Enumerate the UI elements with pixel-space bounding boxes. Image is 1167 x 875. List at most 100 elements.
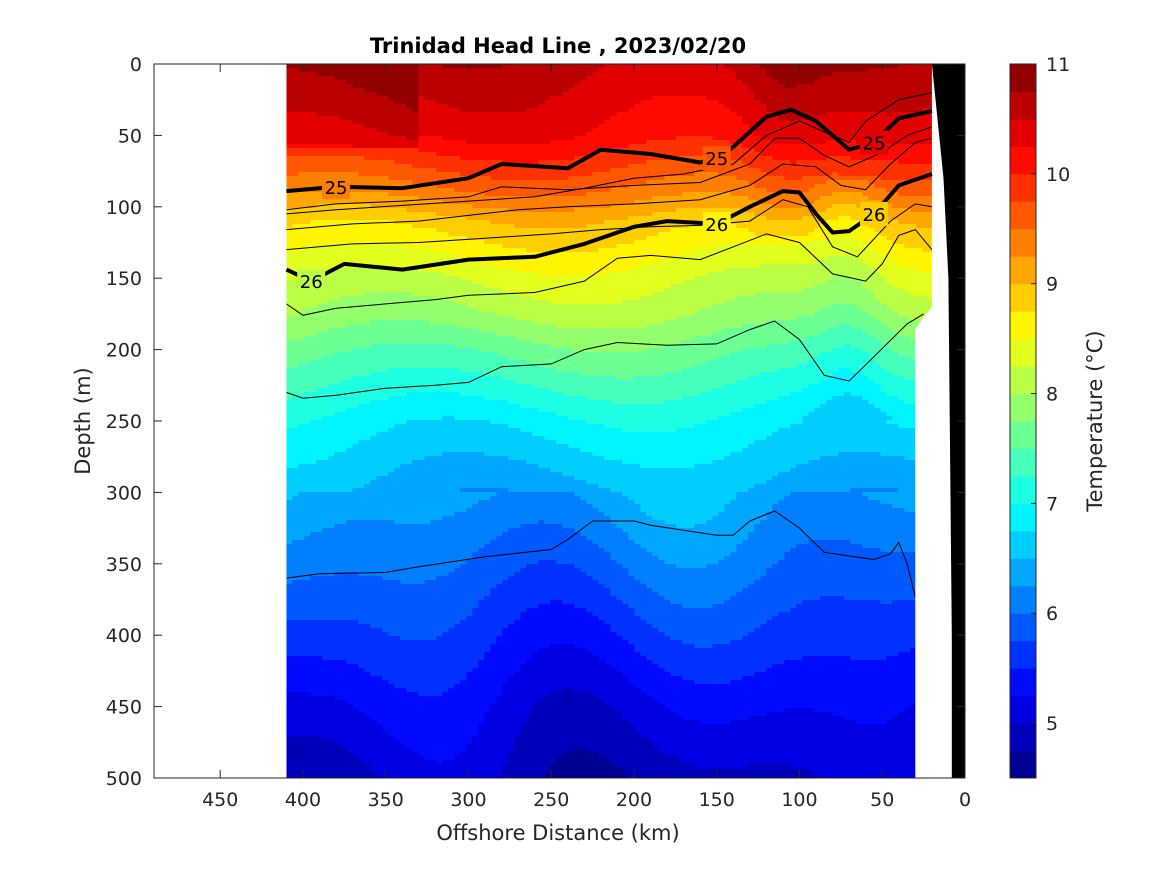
field-cell [352, 224, 359, 229]
field-cell [616, 100, 623, 105]
field-cell [304, 168, 311, 173]
field-cell [916, 244, 923, 249]
field-cell [910, 196, 917, 201]
field-cell [910, 104, 917, 109]
field-cell [850, 216, 857, 221]
field-cell [418, 132, 425, 137]
field-cell [778, 204, 785, 209]
field-cell [868, 104, 875, 109]
field-cell [310, 140, 317, 145]
field-cell [538, 156, 545, 161]
field-cell [892, 152, 899, 157]
field-cell [784, 84, 791, 89]
field-cell [520, 104, 527, 109]
field-cell [364, 148, 371, 153]
field-cell [364, 116, 371, 121]
field-cell [916, 196, 923, 201]
field-cell [358, 128, 365, 133]
field-cell [376, 116, 383, 121]
field-cell [376, 144, 383, 149]
field-cell [292, 112, 299, 117]
field-cell [694, 232, 701, 237]
field-cell [844, 212, 851, 217]
field-cell [790, 152, 797, 157]
field-cell [736, 80, 743, 85]
field-cell [730, 236, 737, 241]
field-cell [334, 220, 341, 225]
field-cell [448, 164, 455, 169]
field-cell [430, 232, 437, 237]
field-cell [580, 232, 587, 237]
field-cell [304, 72, 311, 77]
field-cell [664, 204, 671, 209]
field-cell [862, 64, 869, 69]
field-cell [856, 68, 863, 73]
field-cell [310, 120, 317, 125]
field-cell [916, 80, 923, 85]
field-cell [766, 180, 773, 185]
field-cell [844, 196, 851, 201]
field-cell [490, 236, 497, 241]
field-cell [568, 120, 575, 125]
field-cell [772, 120, 779, 125]
field-cell [520, 156, 527, 161]
field-cell [868, 164, 875, 169]
field-cell [346, 92, 353, 97]
field-cell [850, 180, 857, 185]
field-cell [850, 200, 857, 205]
field-cell [568, 72, 575, 77]
field-cell [598, 120, 605, 125]
field-cell [472, 184, 479, 189]
field-cell [622, 240, 629, 245]
field-cell [328, 120, 335, 125]
field-cell [340, 112, 347, 117]
field-cell [568, 88, 575, 93]
field-cell [382, 88, 389, 93]
field-cell [340, 132, 347, 137]
field-cell [814, 108, 821, 113]
field-cell [436, 176, 443, 181]
field-cell [886, 104, 893, 109]
field-cell [364, 144, 371, 149]
field-cell [298, 232, 305, 237]
field-cell [394, 240, 401, 245]
field-cell [622, 68, 629, 73]
field-cell [496, 180, 503, 185]
field-cell [490, 180, 497, 185]
field-cell [664, 192, 671, 197]
field-cell [436, 244, 443, 249]
field-cell [430, 164, 437, 169]
field-cell [508, 68, 515, 73]
field-cell [412, 96, 419, 101]
field-cell [748, 232, 755, 237]
field-cell [886, 72, 893, 77]
field-cell [598, 168, 605, 173]
field-cell [724, 80, 731, 85]
field-cell [748, 108, 755, 113]
field-cell [334, 88, 341, 93]
field-cell [760, 220, 767, 225]
field-cell [748, 116, 755, 121]
field-cell [796, 168, 803, 173]
field-cell [538, 216, 545, 221]
field-cell [532, 76, 539, 81]
field-cell [484, 148, 491, 153]
field-cell [910, 120, 917, 125]
field-cell [484, 192, 491, 197]
field-cell [334, 232, 341, 237]
field-cell [484, 116, 491, 121]
field-cell [556, 200, 563, 205]
field-cell [844, 176, 851, 181]
field-cell [844, 80, 851, 85]
field-cell [838, 196, 845, 201]
field-cell [580, 84, 587, 89]
field-cell [418, 136, 425, 141]
field-cell [304, 176, 311, 181]
field-cell [694, 236, 701, 241]
field-cell [388, 148, 395, 153]
field-cell [352, 216, 359, 221]
field-cell [400, 104, 407, 109]
field-cell [796, 172, 803, 177]
field-cell [706, 132, 713, 137]
field-cell [574, 92, 581, 97]
